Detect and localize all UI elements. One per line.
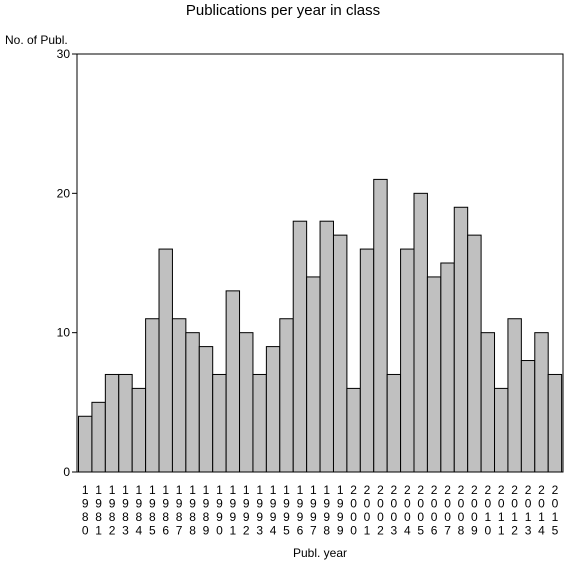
bar-1998 (319, 220, 334, 473)
bar-2001 (359, 248, 375, 473)
bar-2005 (413, 192, 428, 473)
bar-2002 (373, 178, 388, 473)
chart-title: Publications per year in class (186, 2, 380, 19)
plot-frame (76, 53, 564, 473)
bar-2014 (534, 332, 549, 473)
bar-1980 (78, 415, 93, 473)
bar-2008 (453, 206, 469, 473)
y-axis: 0 10 20 30 (57, 47, 77, 479)
bar-1988 (185, 332, 200, 473)
y-tick-label: 0 (63, 465, 70, 479)
bar-2010 (480, 332, 496, 473)
bar-1994 (265, 346, 281, 473)
bar-1987 (171, 318, 187, 473)
bar-1992 (239, 332, 254, 473)
bar-1997 (306, 276, 321, 473)
x-axis-tick-labels: 1 9 8 0 1 9 8 1 1 9 8 2 1 9 8 3 1 9 8 4 1 9 8 5 1 9 8 6 1 9 8 7 1 9 8 8 1 9 8 9… (82, 483, 559, 538)
bar-1991 (225, 290, 241, 473)
y-axis-label: No. of Publ. (5, 33, 68, 47)
bar-2012 (507, 318, 522, 473)
bar-1981 (91, 401, 106, 473)
bar-1982 (104, 373, 120, 473)
bar-1984 (131, 387, 147, 473)
bar-2000 (346, 387, 361, 473)
bar-2013 (520, 360, 536, 473)
bar-2011 (494, 387, 509, 473)
bar-2004 (400, 248, 415, 473)
bar-1989 (198, 346, 214, 473)
y-tick-label: 30 (57, 47, 71, 61)
bar-1990 (212, 373, 227, 473)
bar-2003 (386, 373, 402, 473)
bar-2007 (440, 262, 455, 473)
bar-1995 (279, 318, 294, 473)
bar-1986 (158, 248, 173, 473)
bar-1996 (292, 220, 308, 473)
bar-2015 (547, 373, 563, 473)
x-axis-label: Publ. year (293, 546, 347, 560)
bar-1983 (118, 373, 133, 473)
bar-2006 (426, 276, 442, 473)
y-tick-label: 20 (57, 186, 71, 200)
bar-1993 (252, 373, 267, 473)
y-tick-label: 10 (57, 326, 71, 340)
bars-group (78, 178, 563, 473)
bar-1985 (145, 318, 160, 473)
bar-1999 (332, 234, 348, 473)
bar-2009 (467, 234, 482, 473)
